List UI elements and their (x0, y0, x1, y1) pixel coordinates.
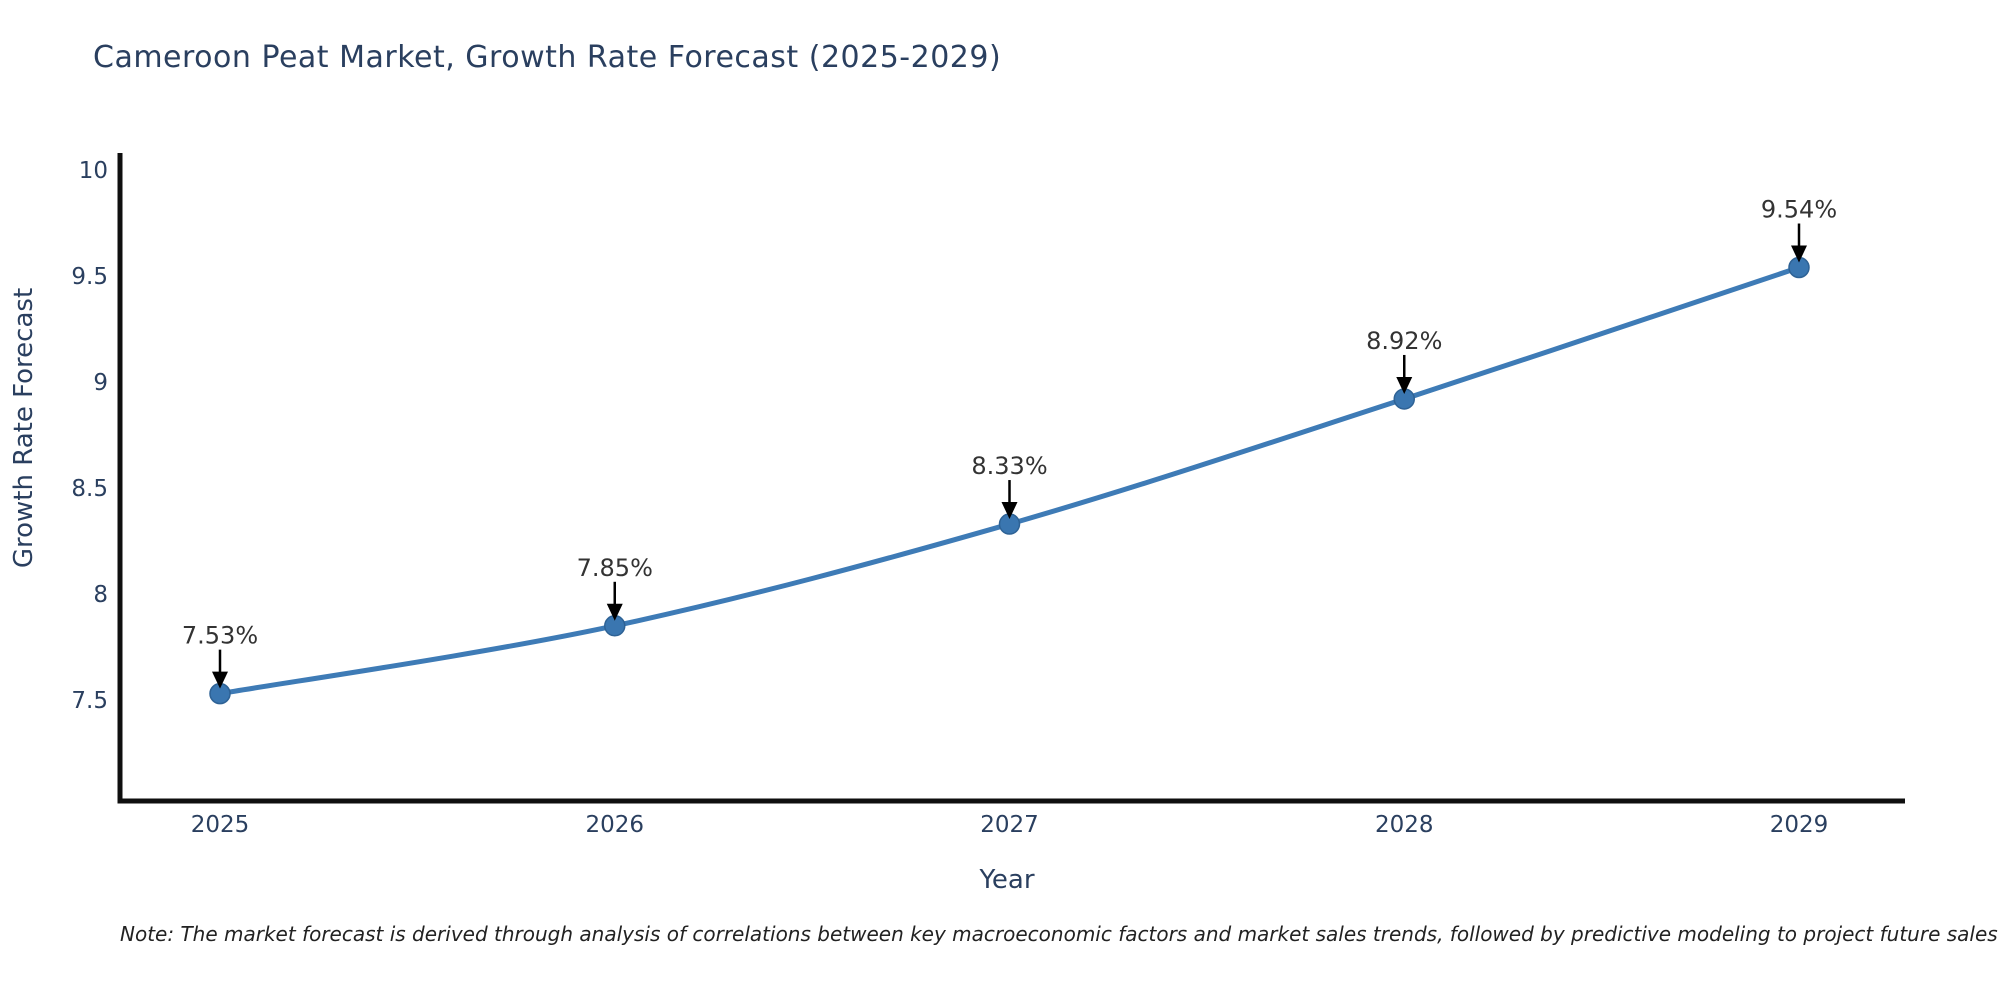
x-tick-label: 2028 (1375, 812, 1434, 838)
chart-title: Cameroon Peat Market, Growth Rate Foreca… (93, 40, 1002, 75)
y-tick-label: 7.5 (71, 688, 108, 714)
x-axis-title: Year (978, 865, 1034, 895)
x-tick-label: 2026 (585, 812, 644, 838)
x-tick-label: 2025 (191, 812, 250, 838)
annotation-arrowhead-icon (212, 671, 228, 689)
x-tick-label: 2027 (980, 812, 1039, 838)
y-axis-title: Growth Rate Forecast (9, 288, 39, 568)
annotation-label: 9.54% (1761, 196, 1837, 224)
y-tick-label: 8.5 (71, 476, 108, 502)
y-tick-label: 10 (79, 158, 108, 184)
annotation-label: 8.33% (971, 452, 1047, 480)
x-tick-label: 2029 (1770, 812, 1829, 838)
y-tick-label: 9.5 (71, 264, 108, 290)
annotation-arrowhead-icon (1001, 502, 1018, 520)
y-tick-label: 9 (93, 370, 108, 396)
x-axis-tick-labels: 2025 2026 2027 2028 2029 (191, 812, 1829, 838)
y-tick-label: 8 (93, 582, 108, 608)
annotation-arrowhead-icon (1396, 376, 1413, 394)
annotation-label: 8.92% (1366, 327, 1442, 355)
y-axis-tick-labels: 7.5 8 8.5 9 9.5 10 (71, 158, 108, 714)
annotation-arrowhead-icon (1791, 245, 1807, 263)
annotation-label: 7.53% (182, 622, 258, 650)
annotation-label: 7.85% (577, 554, 653, 582)
footnote: Note: The market forecast is derived thr… (120, 922, 1998, 946)
annotation-arrowhead-icon (606, 603, 623, 621)
data-point-annotations: 7.53% 7.85% 8.33% 8.92% 9.54% (182, 196, 1837, 689)
